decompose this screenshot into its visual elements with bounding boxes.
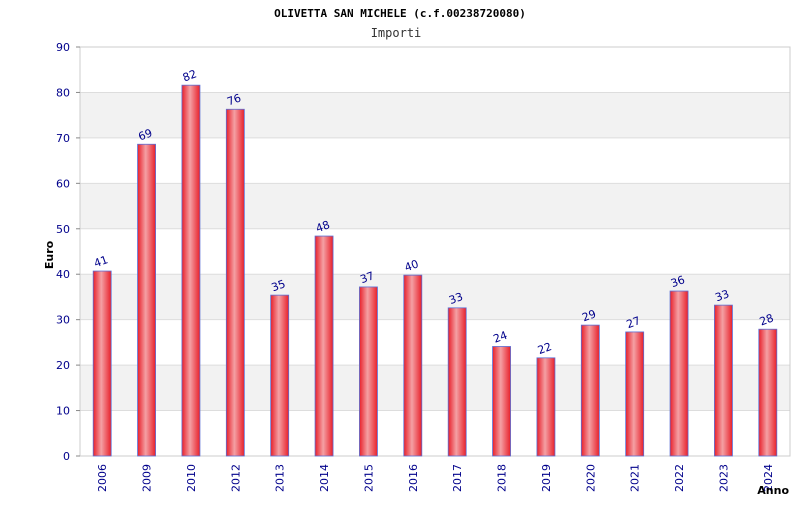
y-axis-ticks: 0 10 20 30 40 50 60 70 80 90: [56, 41, 80, 463]
x-tick-label: 2021: [629, 464, 642, 492]
plot-frame: [79, 46, 791, 457]
x-tick-label: 2013: [274, 464, 287, 492]
x-tick-label: 2010: [185, 464, 198, 492]
x-tick-label: 2017: [451, 464, 464, 492]
x-tick-label: 2009: [141, 464, 154, 492]
y-tick-label: 0: [63, 450, 70, 463]
data-label: 27: [625, 314, 643, 331]
data-label: 29: [580, 307, 598, 324]
bar: [580, 324, 600, 457]
y-tick-label: 90: [56, 41, 70, 54]
data-label: 35: [270, 277, 288, 294]
x-tick-label: 2015: [362, 464, 375, 492]
bar: [625, 331, 645, 457]
bar: [403, 274, 423, 457]
data-label: 48: [314, 218, 332, 235]
data-label: 37: [358, 269, 376, 286]
x-tick-label: 2019: [540, 464, 553, 492]
data-label: 41: [92, 253, 110, 270]
y-tick-label: 40: [56, 268, 70, 281]
x-tick-label: 2018: [496, 464, 509, 492]
x-axis-ticks: 2006 2009 2010 2012 2013 2014 2015 2016 2017 2018…: [96, 464, 775, 492]
x-tick-label: 2016: [407, 464, 420, 492]
x-tick-label: 2020: [584, 464, 597, 492]
y-tick-label: 60: [56, 177, 70, 190]
x-tick-label: 2022: [673, 464, 686, 492]
bar: [314, 235, 334, 457]
data-label: 28: [758, 311, 776, 328]
y-tick-label: 80: [56, 86, 70, 99]
bar: [270, 294, 290, 457]
bar: [492, 346, 511, 457]
data-label: 69: [137, 126, 155, 143]
data-label: 82: [181, 67, 199, 84]
bar: [447, 307, 467, 457]
x-tick-label: 2024: [762, 464, 775, 492]
data-label: 24: [492, 329, 510, 346]
x-tick-label: 2006: [96, 464, 109, 492]
data-label: 76: [225, 91, 243, 108]
bars: [92, 84, 778, 457]
data-label: 36: [669, 273, 687, 290]
bar: [714, 304, 733, 457]
data-labels: 41 69 82 76 35 48 37 40 33 24 22 29 27 36 33 28: [92, 67, 775, 357]
x-tick-label: 2014: [318, 464, 331, 492]
y-axis-label: Euro: [43, 240, 56, 269]
y-tick-label: 20: [56, 359, 70, 372]
data-label: 22: [536, 340, 554, 357]
bar: [181, 84, 201, 457]
bar: [137, 143, 156, 457]
bar: [669, 290, 689, 457]
chart-title: OLIVETTA SAN MICHELE (c.f.00238720080): [274, 7, 526, 20]
x-tick-label: 2023: [717, 464, 730, 492]
data-label: 33: [447, 290, 465, 307]
y-tick-label: 70: [56, 132, 70, 145]
data-label: 40: [403, 257, 421, 274]
y-tick-label: 50: [56, 223, 70, 236]
chart-subtitle: Importi: [371, 26, 422, 40]
x-tick-label: 2012: [229, 464, 242, 492]
y-tick-label: 10: [56, 405, 70, 418]
x-axis-label: Anno: [757, 484, 789, 497]
bar: [359, 286, 378, 457]
data-label: 33: [713, 287, 731, 304]
bar: [225, 108, 245, 457]
y-tick-label: 30: [56, 314, 70, 327]
bar: [92, 270, 112, 457]
bar: [536, 357, 556, 457]
bar: [758, 328, 778, 457]
